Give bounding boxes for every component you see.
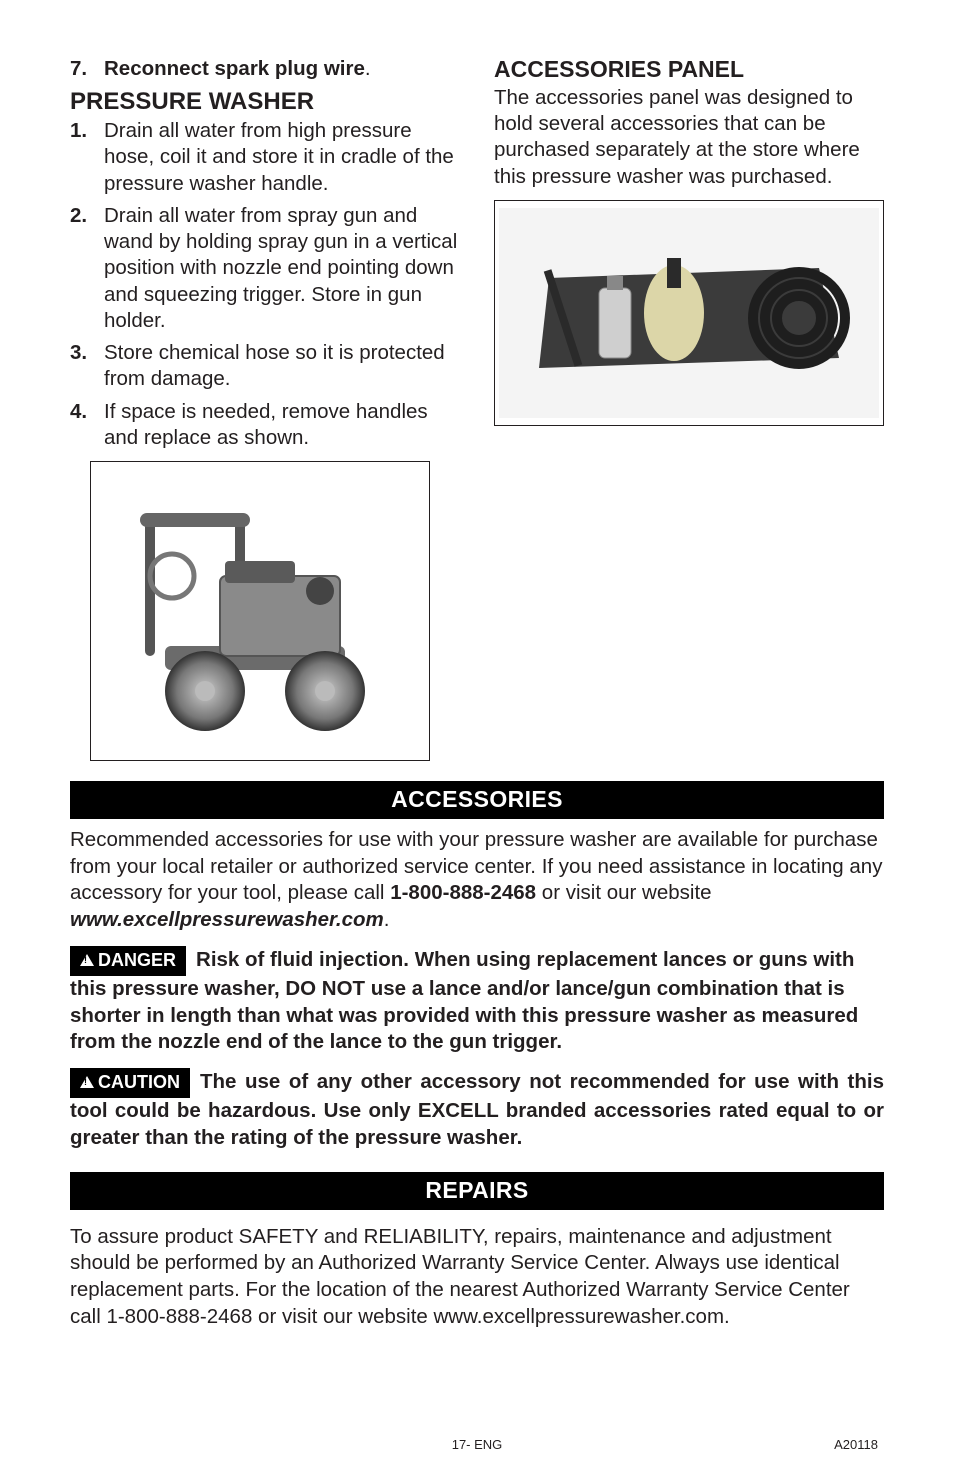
danger-label-text: DANGER — [98, 950, 176, 970]
list-text: Drain all water from high pressure hose,… — [104, 118, 460, 197]
caution-text: The use of any other accessory not recom… — [70, 1070, 884, 1149]
left-column: 7. Reconnect spark plug wire. PRESSURE W… — [70, 56, 460, 761]
caution-label: ! CAUTION — [70, 1068, 190, 1098]
list-text: Reconnect spark plug wire. — [104, 56, 460, 82]
caution-block: ! CAUTION The use of any other accessory … — [70, 1068, 884, 1152]
repairs-heading-band: REPAIRS — [70, 1172, 884, 1210]
two-column-layout: 7. Reconnect spark plug wire. PRESSURE W… — [70, 56, 884, 761]
list-item: 2. Drain all water from spray gun and wa… — [70, 203, 460, 334]
page: 7. Reconnect spark plug wire. PRESSURE W… — [0, 0, 954, 1475]
accessories-panel-para: The accessories panel was designed to ho… — [494, 85, 884, 190]
danger-block: ! DANGER Risk of fluid injection. When us… — [70, 946, 884, 1056]
right-column: ACCESSORIES PANEL The accessories panel … — [494, 56, 884, 761]
accessories-heading-band: ACCESSORIES — [70, 781, 884, 819]
acc-para-b: or visit our website — [536, 881, 711, 904]
warning-triangle-icon: ! — [80, 1076, 94, 1088]
pressure-washer-svg — [110, 481, 410, 741]
list-item: 3. Store chemical hose so it is protecte… — [70, 340, 460, 392]
acc-para-c: . — [384, 908, 390, 931]
list-num: 2. — [70, 203, 104, 334]
pressure-washer-image — [90, 461, 430, 761]
accessories-panel-heading: ACCESSORIES PANEL — [494, 56, 884, 83]
list-num: 4. — [70, 399, 104, 451]
list-text: Store chemical hose so it is protected f… — [104, 340, 460, 392]
footer-doc-id: A20118 — [834, 1437, 878, 1452]
list-item-7: 7. Reconnect spark plug wire. — [70, 56, 460, 82]
danger-label: ! DANGER — [70, 946, 186, 976]
accessories-paragraph: Recommended accessories for use with you… — [70, 827, 884, 934]
repairs-paragraph: To assure product SAFETY and RELIABILITY… — [70, 1224, 884, 1331]
list-text: If space is needed, remove handles and r… — [104, 399, 460, 451]
reconnect-bold: Reconnect spark plug wire — [104, 57, 365, 80]
list-item: 1. Drain all water from high pressure ho… — [70, 118, 460, 197]
list-item: 4. If space is needed, remove handles an… — [70, 399, 460, 451]
danger-text: Risk of fluid injection. When using repl… — [70, 948, 858, 1054]
list-text: Drain all water from spray gun and wand … — [104, 203, 460, 334]
list-num: 1. — [70, 118, 104, 197]
accessories-panel-image — [494, 200, 884, 426]
caution-label-text: CAUTION — [98, 1072, 180, 1092]
acc-phone: 1-800-888-2468 — [390, 881, 536, 904]
warning-triangle-icon: ! — [80, 954, 94, 966]
footer-page-number: 17- ENG — [452, 1437, 503, 1452]
acc-url: www.excellpressurewasher.com — [70, 908, 384, 931]
pressure-washer-heading: PRESSURE WASHER — [70, 88, 460, 116]
list-num: 7. — [70, 56, 104, 82]
list-num: 3. — [70, 340, 104, 392]
accessories-svg — [499, 208, 879, 418]
reconnect-period: . — [365, 57, 371, 80]
